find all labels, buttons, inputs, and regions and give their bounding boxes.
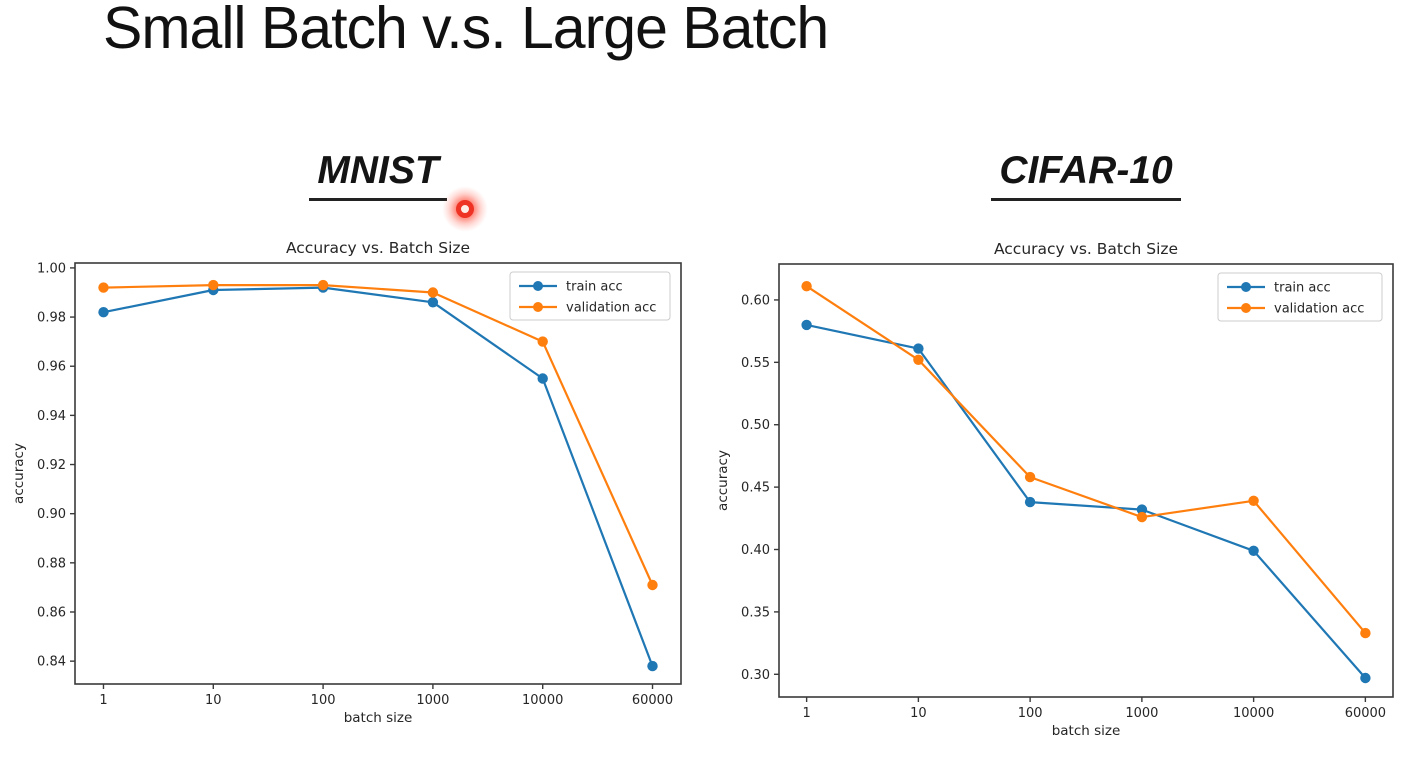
x-tick-label: 1 <box>99 693 107 708</box>
y-tick-label: 0.98 <box>37 311 66 326</box>
y-tick-label: 0.40 <box>741 543 770 558</box>
validation-acc-line <box>103 283 654 586</box>
y-tick-label: 0.50 <box>741 418 770 433</box>
train-acc-point <box>427 297 439 308</box>
y-tick-label: 0.88 <box>37 556 66 571</box>
validation-acc-point <box>801 281 812 292</box>
train-acc-point <box>913 343 924 354</box>
train-acc-point <box>98 307 109 318</box>
x-tick-label: 100 <box>1018 706 1043 721</box>
y-axis-label: accuracy <box>11 443 27 504</box>
mnist-heading-label: MNIST <box>309 149 447 201</box>
validation-acc-point <box>1248 495 1259 506</box>
x-tick-label: 1000 <box>416 693 449 708</box>
laser-pointer-dot <box>456 200 474 218</box>
y-tick-label: 0.94 <box>37 409 66 424</box>
y-axis-label: accuracy <box>715 450 731 511</box>
legend-label: train acc <box>566 280 623 295</box>
y-tick-label: 0.30 <box>741 668 770 683</box>
y-tick-label: 0.90 <box>37 507 66 522</box>
y-tick-label: 0.96 <box>37 360 66 375</box>
mnist-heading: MNIST <box>75 149 681 201</box>
x-tick-label: 100 <box>311 693 336 708</box>
train-acc-point <box>1248 545 1259 556</box>
x-tick-label: 60000 <box>1345 706 1386 721</box>
y-tick-label: 1.00 <box>37 261 66 276</box>
x-tick-label: 60000 <box>632 693 673 708</box>
x-tick-label: 1 <box>802 706 810 721</box>
legend-marker <box>533 281 543 291</box>
chart-title: Accuracy vs. Batch Size <box>286 239 470 257</box>
validation-acc-line <box>805 285 1367 634</box>
y-tick-label: 0.92 <box>37 458 66 473</box>
validation-acc-point <box>537 336 548 347</box>
validation-acc-point <box>427 287 439 298</box>
y-tick-label: 0.45 <box>741 481 770 496</box>
page-title: Small Batch v.s. Large Batch <box>103 0 829 61</box>
legend-marker <box>1241 303 1251 313</box>
legend-marker <box>1241 282 1251 292</box>
train-acc-point <box>537 373 548 384</box>
cifar10-chart: Accuracy vs. Batch Size 0.30 0.35 0.40 0.45 0… <box>715 240 1394 739</box>
y-tick-label: 0.84 <box>37 655 66 670</box>
validation-acc-point <box>208 279 219 291</box>
validation-acc-point <box>1024 471 1036 483</box>
train-acc-point <box>647 660 658 672</box>
chart-title: Accuracy vs. Batch Size <box>994 240 1178 258</box>
train-acc-point <box>1024 496 1036 508</box>
legend-label: train acc <box>1274 281 1331 296</box>
x-tick-label: 10 <box>910 706 927 721</box>
legend-marker <box>533 302 543 312</box>
x-tick-label: 1000 <box>1125 706 1158 721</box>
legend-label: validation acc <box>566 301 656 316</box>
x-tick-label: 10000 <box>1233 706 1274 721</box>
x-tick-label: 10000 <box>522 693 563 708</box>
train-acc-line <box>103 286 654 667</box>
validation-acc-point <box>913 354 924 365</box>
validation-acc-point <box>317 279 329 291</box>
validation-acc-point <box>647 579 658 591</box>
y-tick-label: 0.55 <box>741 356 770 371</box>
y-tick-label: 0.35 <box>741 605 770 620</box>
x-axis-label: batch size <box>344 710 413 726</box>
legend-label: validation acc <box>1274 302 1364 317</box>
train-acc-point <box>1136 504 1148 515</box>
cifar10-heading: CIFAR-10 <box>779 149 1393 201</box>
x-axis-label: batch size <box>1052 723 1121 739</box>
train-acc-line <box>806 323 1367 679</box>
train-acc-point <box>801 319 812 331</box>
x-tick-label: 10 <box>205 693 222 708</box>
plot-area <box>74 262 682 685</box>
validation-acc-point <box>1360 627 1371 639</box>
y-tick-label: 0.60 <box>741 293 770 308</box>
validation-acc-point <box>98 282 109 293</box>
cifar10-heading-label: CIFAR-10 <box>991 149 1181 201</box>
y-tick-label: 0.86 <box>37 605 66 620</box>
validation-acc-point <box>1136 511 1148 523</box>
train-acc-point <box>1360 672 1371 684</box>
mnist-chart: Accuracy vs. Batch Size 0.84 0.86 0.88 0.90 0… <box>11 239 682 726</box>
